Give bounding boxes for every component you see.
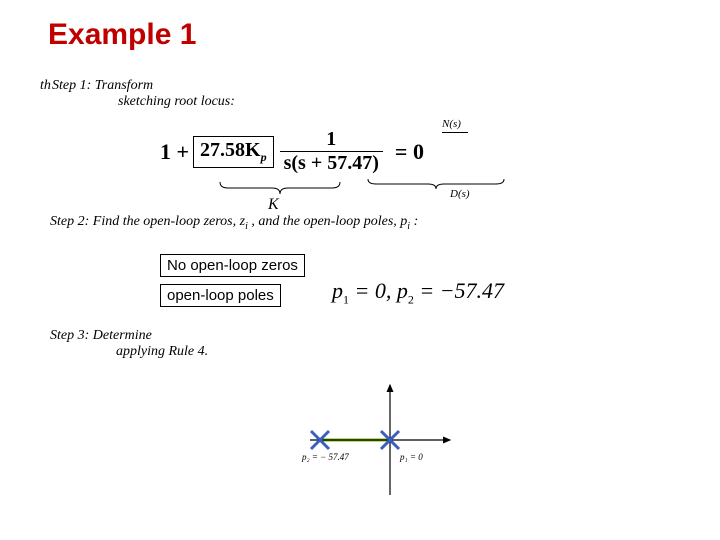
p2-sym: p bbox=[397, 278, 408, 303]
svg-text:p₁ = 0: p₁ = 0 bbox=[399, 452, 423, 462]
ds-underbrace bbox=[366, 176, 506, 186]
step2-text: Step 2: Find the open-loop zeros, zi , a… bbox=[50, 214, 418, 232]
fraction-denominator: s(s + 57.47) bbox=[280, 152, 383, 175]
step2-b: , and the open-loop poles, p bbox=[248, 214, 407, 229]
fraction-numerator: 1 bbox=[322, 128, 340, 151]
overlap-text: th bbox=[40, 78, 51, 94]
poles-box: open-loop poles bbox=[160, 284, 281, 307]
characteristic-equation: 1 + 27.58Kp 1 s(s + 57.47) = 0 bbox=[160, 128, 424, 175]
svg-text:p₂ = − 57.47: p₂ = − 57.47 bbox=[301, 452, 349, 462]
step2-c: : bbox=[410, 214, 418, 229]
ns-overline bbox=[442, 132, 468, 133]
p1-val: = 0, bbox=[349, 278, 397, 303]
step3-b: applying Rule 4. bbox=[116, 344, 208, 360]
real-axis-plot: p₁ = 0 p₂ = − 57.47 bbox=[230, 370, 470, 510]
one-plus: 1 + bbox=[160, 139, 193, 165]
page-title: Example 1 bbox=[48, 18, 196, 52]
k-underbrace bbox=[218, 180, 342, 192]
step3-a: Step 3: Determine bbox=[50, 328, 152, 344]
step1-label: Step 1: Transform bbox=[52, 78, 153, 94]
poles-equation: p1 = 0, p2 = −57.47 bbox=[332, 278, 504, 307]
transfer-fraction: 1 s(s + 57.47) bbox=[280, 128, 383, 175]
gain-value: 27.58K bbox=[200, 139, 261, 161]
k-label: K bbox=[268, 196, 279, 214]
step1-sub: sketching root locus: bbox=[118, 94, 235, 110]
gain-sub: p bbox=[261, 150, 267, 164]
ns-label: N(s) bbox=[442, 118, 461, 130]
gain-box: 27.58Kp bbox=[193, 136, 274, 168]
ds-label: D(s) bbox=[450, 188, 470, 200]
p1-sym: p bbox=[332, 278, 343, 303]
p2-val: = −57.47 bbox=[414, 278, 504, 303]
step2-a: Step 2: Find the open-loop zeros, z bbox=[50, 214, 245, 229]
equals-zero: = 0 bbox=[389, 139, 424, 165]
no-zeros-box: No open-loop zeros bbox=[160, 254, 305, 277]
